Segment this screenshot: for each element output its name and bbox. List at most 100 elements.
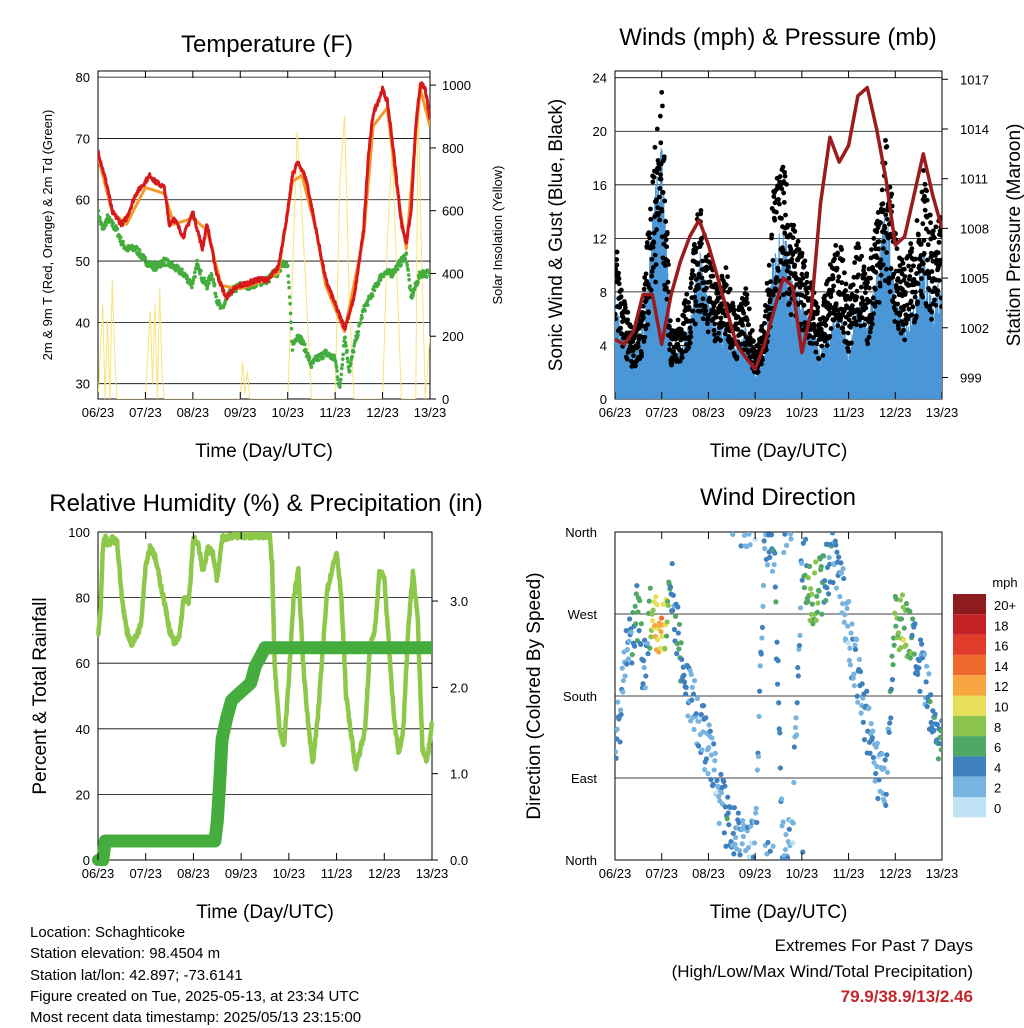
direction-point (928, 692, 934, 698)
dewpoint-point (111, 221, 115, 225)
direction-point (675, 630, 681, 636)
gust-point (919, 276, 924, 281)
direction-point (661, 601, 667, 607)
gust-point (820, 352, 826, 358)
direction-point (927, 699, 933, 705)
gust-point (695, 260, 701, 266)
direction-point (676, 621, 683, 628)
gust-point (644, 240, 650, 245)
direction-point (644, 640, 651, 646)
direction-point (723, 843, 729, 849)
gust-point (804, 271, 810, 277)
gust-point (669, 361, 675, 367)
panel-4 (614, 531, 943, 861)
direction-point (721, 778, 727, 785)
direction-point (899, 592, 906, 598)
dewpoint-point (212, 282, 217, 287)
direction-point (891, 642, 897, 648)
direction-point (626, 638, 632, 644)
gust-point (720, 308, 726, 313)
gust-point (935, 250, 941, 256)
gust-point (779, 215, 784, 221)
direction-point (774, 681, 781, 687)
gust-point (616, 281, 622, 287)
direction-point (658, 615, 665, 621)
gust-point (936, 278, 942, 283)
direction-point (640, 681, 646, 687)
direction-point (710, 781, 716, 787)
gust-point (812, 324, 817, 329)
direction-point (919, 641, 925, 647)
gust-point (922, 181, 928, 187)
gust-point (700, 316, 706, 322)
gust-point (896, 268, 902, 274)
gust-point (650, 179, 656, 185)
direction-point (939, 718, 942, 724)
legend-swatch (953, 797, 986, 818)
x-tick-label: 12/23 (879, 405, 912, 420)
gust-point (921, 251, 927, 256)
direction-point (858, 710, 864, 716)
direction-point (849, 621, 855, 627)
series-precipitation (96, 641, 432, 866)
x-tick-label: 13/23 (926, 405, 959, 420)
direction-point (624, 647, 630, 653)
direction-point (670, 607, 676, 614)
gust-point (691, 272, 697, 278)
legend-label: 16 (994, 639, 1008, 654)
gust-point (688, 285, 693, 291)
panel-title: Winds (mph) & Pressure (mb) (619, 24, 936, 51)
direction-point (741, 822, 747, 828)
x-tick-label: 09/23 (225, 866, 258, 881)
direction-point (832, 538, 838, 544)
gust-point (792, 262, 798, 268)
gust-point (900, 286, 905, 292)
direction-point (760, 582, 767, 589)
direction-point (773, 599, 779, 605)
gust-point (658, 172, 663, 178)
gust-point (802, 258, 808, 264)
gust-point (801, 302, 807, 308)
gust-point (731, 307, 737, 313)
gust-point (839, 280, 845, 286)
direction-point (722, 783, 728, 789)
gust-point (901, 277, 907, 283)
direction-point (679, 656, 685, 662)
direction-point (706, 744, 712, 751)
direction-point (841, 575, 847, 582)
dewpoint-point (408, 284, 412, 288)
gust-point (657, 217, 663, 223)
direction-point (708, 776, 714, 783)
gust-point (860, 298, 866, 304)
gust-point (699, 275, 705, 281)
direction-point (837, 593, 843, 600)
direction-point (785, 838, 791, 845)
gust-point (693, 249, 698, 255)
direction-point (620, 677, 627, 684)
gust-point (686, 344, 692, 350)
gust-point (723, 265, 729, 271)
direction-point (754, 767, 760, 773)
direction-point (622, 673, 628, 679)
direction-point (886, 729, 892, 736)
gust-point (716, 330, 722, 336)
x-tick-label: 11/23 (833, 866, 865, 881)
y-tick-label: 24 (593, 71, 607, 86)
dewpoint-point (376, 282, 381, 286)
gust-point (935, 288, 941, 293)
direction-point (656, 649, 662, 655)
gust-point (718, 337, 723, 343)
direction-point (786, 826, 792, 832)
direction-point (649, 618, 656, 624)
direction-point (810, 621, 816, 627)
direction-point (881, 765, 887, 771)
legend-swatch (953, 736, 986, 757)
direction-point (926, 671, 932, 677)
direction-point (869, 735, 875, 741)
gust-point (903, 321, 909, 326)
dewpoint-point (213, 291, 218, 296)
gust-point (653, 262, 659, 267)
direction-point (736, 847, 743, 854)
direction-point (683, 691, 689, 697)
gust-point (929, 269, 935, 274)
